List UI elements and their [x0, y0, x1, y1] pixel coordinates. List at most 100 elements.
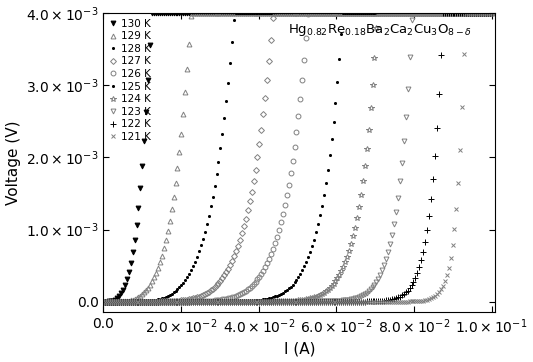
124 K: [457, 11, 464, 16]
129 K: [471, 11, 477, 16]
128 K: [457, 11, 464, 16]
127 K: [457, 11, 464, 16]
121 K: [204, 299, 210, 304]
Line: 126 K: 126 K: [101, 11, 494, 304]
123 K: [488, 11, 495, 16]
128 K: [471, 11, 477, 16]
X-axis label: I (A): I (A): [284, 341, 315, 357]
128 K: [124, 299, 130, 304]
129 K: [124, 299, 130, 303]
Line: 122 K: 122 K: [101, 10, 494, 304]
128 K: [172, 289, 179, 293]
123 K: [457, 11, 464, 16]
123 K: [172, 299, 179, 304]
127 K: [172, 299, 179, 303]
130 K: [100, 299, 107, 304]
124 K: [375, 11, 382, 16]
Line: 123 K: 123 K: [101, 11, 494, 304]
130 K: [116, 294, 122, 298]
122 K: [124, 299, 130, 304]
127 K: [116, 299, 122, 304]
125 K: [488, 11, 495, 16]
122 K: [116, 299, 122, 304]
Line: 127 K: 127 K: [101, 11, 494, 304]
126 K: [100, 299, 107, 304]
121 K: [463, 11, 470, 16]
128 K: [233, 11, 239, 16]
123 K: [410, 11, 417, 16]
121 K: [100, 299, 107, 304]
Line: 128 K: 128 K: [101, 11, 494, 304]
121 K: [471, 11, 477, 16]
Y-axis label: Voltage (V): Voltage (V): [5, 121, 21, 205]
125 K: [116, 299, 122, 304]
126 K: [488, 11, 495, 16]
Line: 124 K: 124 K: [101, 10, 494, 304]
125 K: [204, 299, 210, 304]
128 K: [116, 299, 122, 304]
130 K: [457, 11, 464, 16]
129 K: [116, 299, 122, 304]
127 K: [488, 11, 495, 16]
124 K: [116, 299, 122, 304]
126 K: [204, 299, 210, 303]
124 K: [100, 299, 107, 304]
128 K: [204, 222, 210, 226]
127 K: [272, 11, 278, 16]
122 K: [471, 11, 477, 16]
124 K: [204, 299, 210, 304]
123 K: [116, 299, 122, 304]
130 K: [174, 11, 181, 16]
122 K: [457, 11, 464, 16]
122 K: [204, 299, 210, 304]
124 K: [124, 299, 130, 304]
121 K: [172, 299, 179, 304]
125 K: [457, 11, 464, 16]
125 K: [100, 299, 107, 304]
Line: 125 K: 125 K: [101, 11, 494, 304]
125 K: [340, 11, 346, 16]
130 K: [488, 11, 495, 16]
129 K: [172, 181, 179, 185]
121 K: [488, 11, 495, 16]
Legend: 130 K, 129 K, 128 K, 127 K, 126 K, 125 K, 124 K, 123 K, 122 K, 121 K: 130 K, 129 K, 128 K, 127 K, 126 K, 125 K…: [107, 17, 153, 144]
122 K: [100, 299, 107, 304]
124 K: [471, 11, 477, 16]
129 K: [457, 11, 464, 16]
121 K: [124, 299, 130, 304]
129 K: [100, 299, 107, 304]
121 K: [455, 181, 462, 185]
121 K: [116, 299, 122, 304]
125 K: [172, 299, 179, 304]
122 K: [172, 299, 179, 304]
126 K: [116, 299, 122, 304]
130 K: [206, 11, 212, 16]
126 K: [307, 11, 313, 16]
122 K: [488, 11, 495, 16]
130 K: [471, 11, 477, 16]
123 K: [100, 299, 107, 304]
126 K: [172, 299, 179, 304]
122 K: [440, 11, 446, 16]
Text: Hg$_{0.82}$Re$_{0.18}$Ba$_{2}$Ca$_{2}$Cu$_{3}$O$_{8-\delta}$: Hg$_{0.82}$Re$_{0.18}$Ba$_{2}$Ca$_{2}$Cu…: [288, 22, 472, 38]
123 K: [204, 299, 210, 304]
130 K: [149, 11, 155, 16]
125 K: [124, 299, 130, 304]
128 K: [488, 11, 495, 16]
127 K: [100, 299, 107, 304]
127 K: [204, 291, 210, 295]
129 K: [206, 11, 212, 16]
127 K: [124, 299, 130, 304]
124 K: [488, 11, 495, 16]
126 K: [124, 299, 130, 304]
128 K: [100, 299, 107, 304]
123 K: [124, 299, 130, 304]
129 K: [488, 11, 495, 16]
124 K: [172, 299, 179, 304]
123 K: [471, 11, 477, 16]
130 K: [124, 277, 130, 281]
127 K: [471, 11, 477, 16]
125 K: [471, 11, 477, 16]
Line: 121 K: 121 K: [101, 11, 494, 304]
126 K: [457, 11, 464, 16]
